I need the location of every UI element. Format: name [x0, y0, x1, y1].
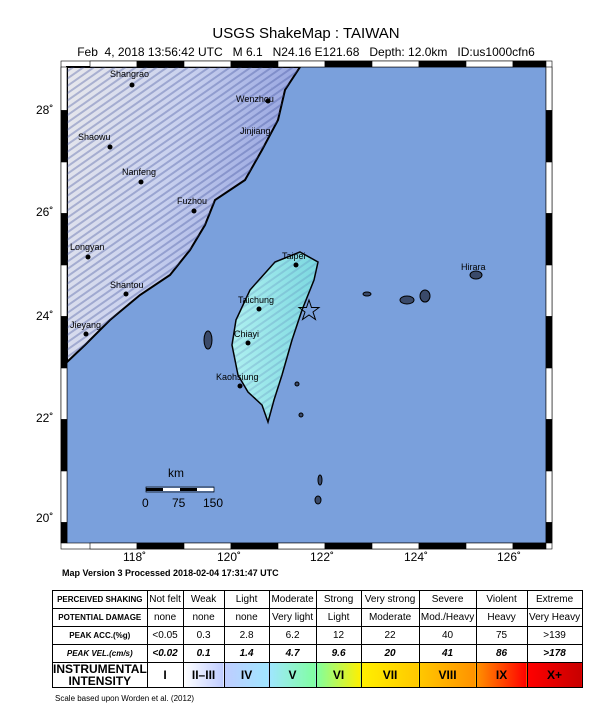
legend-cell: 0.1 [182, 644, 225, 663]
legend-cell: 1.4 [223, 644, 270, 663]
shakemap: Shangrao Wenzhou Jinjiang Shaowu Nanfeng… [36, 60, 553, 564]
city-label: Shangrao [110, 69, 149, 79]
city-label: Kaohsiung [216, 372, 259, 382]
legend-row-header: PEAK ACC.(%g) [52, 626, 148, 645]
svg-text:75: 75 [172, 496, 186, 510]
legend-row: PEAK ACC.(%g) <0.05 0.3 2.8 6.2 12 22 40 75 >139 [52, 626, 583, 645]
legend-cell: Heavy [475, 608, 528, 627]
legend-cell: 6.2 [268, 626, 317, 645]
legend-cell: 86 [475, 644, 528, 663]
legend-cell: IX [475, 662, 528, 688]
scale-credit: Scale based upon Worden et al. (2012) [55, 694, 195, 703]
svg-text:0: 0 [142, 496, 149, 510]
legend-row-header: PERCEIVED SHAKING [52, 590, 148, 609]
legend-cell: Strong [315, 590, 362, 609]
legend-cell: 40 [418, 626, 477, 645]
city-label: Wenzhou [236, 94, 274, 104]
legend-cell: >139 [526, 626, 583, 645]
legend-cell: Not felt [146, 590, 184, 609]
legend-row-header: PEAK VEL.(cm/s) [52, 644, 148, 663]
legend-cell: 22 [360, 626, 420, 645]
legend-cell: VIII [418, 662, 477, 688]
legend-cell: V [268, 662, 317, 688]
legend-cell: I [146, 662, 184, 688]
legend-cell: Mod./Heavy [418, 608, 477, 627]
legend-cell: VII [360, 662, 420, 688]
city-label: Fuzhou [177, 196, 207, 206]
svg-text:150: 150 [203, 496, 223, 510]
legend-cell: Moderate [360, 608, 420, 627]
city-label: Hirara [461, 262, 486, 272]
lon-labels: 118˚ 120˚ 122˚ 124˚ 126˚ [123, 550, 521, 564]
svg-text:126˚: 126˚ [497, 550, 521, 564]
city-label: Longyan [70, 242, 105, 252]
legend-cell: II–III [182, 662, 225, 688]
map-version: Map Version 3 Processed 2018-02-04 17:31… [62, 568, 279, 578]
legend-row: POTENTIAL DAMAGE none none none Very light Li… [52, 608, 583, 627]
svg-text:22˚: 22˚ [36, 411, 53, 425]
svg-text:26˚: 26˚ [36, 205, 53, 219]
star-icon [297, 298, 321, 321]
legend-cell: none [223, 608, 270, 627]
legend-cell: <0.02 [146, 644, 184, 663]
lat-labels: 28˚ 26˚ 24˚ 22˚ 20˚ [36, 103, 53, 525]
legend-cell: X+ [526, 662, 583, 688]
legend-cell: 75 [475, 626, 528, 645]
legend-row-header: POTENTIAL DAMAGE [52, 608, 148, 627]
taiwan [231, 251, 319, 425]
city-label: Shantou [110, 280, 144, 290]
svg-text:28˚: 28˚ [36, 103, 53, 117]
legend-row: INSTRUMENTAL INTENSITY I II–III IV V VI VII VII… [52, 662, 583, 688]
legend-cell: IV [223, 662, 270, 688]
city-label: Jinjiang [240, 126, 271, 136]
city-label: Chiayi [234, 329, 259, 339]
legend-cell: 4.7 [268, 644, 317, 663]
legend-cell: VI [315, 662, 362, 688]
legend-row: PEAK VEL.(cm/s) <0.02 0.1 1.4 4.7 9.6 20 41 86 >1… [52, 644, 583, 663]
intensity-legend: PERCEIVED SHAKING Not felt Weak Light Modera… [52, 590, 583, 688]
svg-text:120˚: 120˚ [217, 550, 241, 564]
city-label: Jieyang [70, 320, 101, 330]
svg-text:122˚: 122˚ [310, 550, 334, 564]
city-label: Taichung [238, 295, 274, 305]
map-frame [60, 60, 553, 550]
legend-cell: Extreme [526, 590, 583, 609]
city-label: Shaowu [78, 132, 111, 142]
legend-cell: 20 [360, 644, 420, 663]
legend-row: PERCEIVED SHAKING Not felt Weak Light Modera… [52, 590, 583, 609]
legend-cell: 2.8 [223, 626, 270, 645]
city-label: Taipei [282, 251, 306, 261]
legend-cell: none [182, 608, 225, 627]
legend-cell: 0.3 [182, 626, 225, 645]
legend-cell: Very light [268, 608, 317, 627]
svg-text:118˚: 118˚ [123, 550, 146, 564]
event-summary: Feb 4, 2018 13:56:42 UTC M 6.1 N24.16 E1… [77, 45, 535, 59]
city-label: Nanfeng [122, 167, 156, 177]
legend-cell: >178 [526, 644, 583, 663]
legend-cell: Light [223, 590, 270, 609]
legend-cell: 12 [315, 626, 362, 645]
map-title: USGS ShakeMap : TAIWAN [212, 25, 400, 42]
legend-cell: 9.6 [315, 644, 362, 663]
legend-cell: none [146, 608, 184, 627]
svg-text:24˚: 24˚ [36, 309, 53, 323]
legend-cell: Light [315, 608, 362, 627]
legend-cell: Moderate [268, 590, 317, 609]
cities: Shangrao Wenzhou Jinjiang Shaowu Nanfeng… [70, 69, 486, 389]
svg-text:20˚: 20˚ [36, 511, 53, 525]
legend-cell: <0.05 [146, 626, 184, 645]
legend-cell: Severe [418, 590, 477, 609]
legend-cell: Very Heavy [526, 608, 583, 627]
svg-text:km: km [168, 466, 184, 480]
legend-cell: Weak [182, 590, 225, 609]
legend-cell: Violent [475, 590, 528, 609]
scale-bar: km 0 75 150 [142, 466, 223, 510]
legend-cell: 41 [418, 644, 477, 663]
mainland-china [66, 66, 302, 365]
islands [203, 270, 483, 505]
svg-text:124˚: 124˚ [404, 550, 428, 564]
legend-row-header: INSTRUMENTAL INTENSITY [52, 662, 148, 688]
legend-cell: Very strong [360, 590, 420, 609]
